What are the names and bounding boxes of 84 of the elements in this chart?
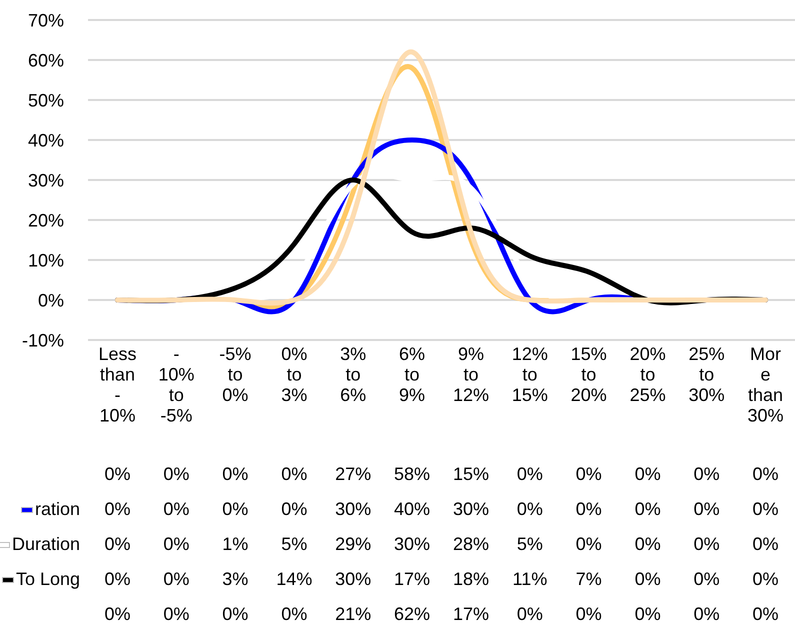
data-label: 17% xyxy=(393,569,432,590)
x-tick-label: 15% to 20% xyxy=(570,344,607,405)
x-tick-label: 6% to 9% xyxy=(399,344,426,405)
data-label: 0% xyxy=(162,499,190,520)
legend-label: Duration xyxy=(12,534,80,555)
data-label: 0% xyxy=(574,604,603,625)
data-label: 0% xyxy=(221,604,250,625)
data-label: 0% xyxy=(752,604,780,625)
data-label: 0% xyxy=(634,569,662,590)
legend-label: ration xyxy=(34,499,80,520)
x-tick-label: 20% to 25% xyxy=(630,344,666,405)
data-label: 1% xyxy=(221,534,250,555)
data-label: 0% xyxy=(516,604,544,625)
y-tick-label: 20% xyxy=(28,210,64,230)
x-tick-label: 3% to 6% xyxy=(340,344,366,405)
y-tick-label: 50% xyxy=(28,90,64,110)
x-tick-label: Less than -10% xyxy=(98,344,136,426)
y-tick-label: 30% xyxy=(28,170,64,190)
data-label: 0% xyxy=(634,499,662,520)
x-tick-label: More than 30% xyxy=(748,344,784,426)
x-tick-label: 25% to 30% xyxy=(688,344,725,405)
data-label: 0% xyxy=(574,464,603,485)
y-tick-label: 70% xyxy=(28,10,64,30)
data-label: 0% xyxy=(103,464,132,485)
data-label: 0% xyxy=(634,604,662,625)
data-label: 30% xyxy=(334,499,372,520)
data-label: 0% xyxy=(692,534,721,555)
x-tick-label: 9% to 12% xyxy=(452,344,489,405)
data-label: 0% xyxy=(574,534,603,555)
data-label: 40% xyxy=(393,499,432,520)
data-label: 0% xyxy=(634,464,662,485)
data-label: 0% xyxy=(280,604,308,625)
data-label: 0% xyxy=(516,464,544,485)
data-label: 0% xyxy=(692,499,721,520)
data-label: 0% xyxy=(280,499,308,520)
data-label: 0% xyxy=(162,464,190,485)
data-label: 0% xyxy=(280,464,308,485)
data-label: 0% xyxy=(162,604,190,625)
data-label: 28% xyxy=(452,534,490,555)
data-label: 0% xyxy=(162,569,190,590)
x-tick-label: 12% to 15% xyxy=(512,344,548,405)
data-label: 30% xyxy=(393,534,432,555)
data-label: 18% xyxy=(452,569,490,590)
y-tick-label: 40% xyxy=(28,130,64,150)
y-tick-label: 10% xyxy=(28,250,64,270)
data-label: 5% xyxy=(516,534,544,555)
x-tick-label: -5% to 0% xyxy=(219,344,252,405)
data-label: 0% xyxy=(692,569,721,590)
data-label: 3% xyxy=(221,569,250,590)
y-tick-label: -10% xyxy=(22,330,64,350)
data-label: 29% xyxy=(334,534,372,555)
data-label: 21% xyxy=(334,604,372,625)
data-label: 0% xyxy=(574,499,603,520)
x-tick-label: -10% to -5% xyxy=(158,344,194,426)
data-label: 5% xyxy=(280,534,308,555)
data-label: 7% xyxy=(574,569,603,590)
data-label: 0% xyxy=(221,499,250,520)
data-label: 0% xyxy=(103,604,132,625)
data-label: 11% xyxy=(512,569,548,590)
data-label: 0% xyxy=(103,534,132,555)
data-label: 62% xyxy=(393,604,432,625)
y-tick-label: 0% xyxy=(38,290,64,310)
data-label: 27% xyxy=(334,464,372,485)
data-label: 0% xyxy=(221,464,250,485)
data-label: 0% xyxy=(162,534,190,555)
data-label: 14% xyxy=(275,569,314,590)
data-label: 17% xyxy=(452,604,490,625)
data-label: 15% xyxy=(452,464,490,485)
data-label: 0% xyxy=(103,569,132,590)
data-label: 0% xyxy=(752,499,780,520)
data-label: 58% xyxy=(393,464,432,485)
y-tick-label: 60% xyxy=(28,50,64,70)
data-label: 30% xyxy=(452,499,490,520)
data-label: 0% xyxy=(752,569,780,590)
x-tick-label: 0% to 3% xyxy=(281,344,308,405)
data-label: 0% xyxy=(634,534,662,555)
data-label: 0% xyxy=(752,534,780,555)
legend-label: To Long xyxy=(16,569,80,590)
data-label: 0% xyxy=(692,464,721,485)
data-label: 0% xyxy=(516,499,544,520)
data-label: 0% xyxy=(752,464,780,485)
data-label: 30% xyxy=(334,569,372,590)
data-label: 0% xyxy=(692,604,721,625)
data-label: 0% xyxy=(103,499,132,520)
